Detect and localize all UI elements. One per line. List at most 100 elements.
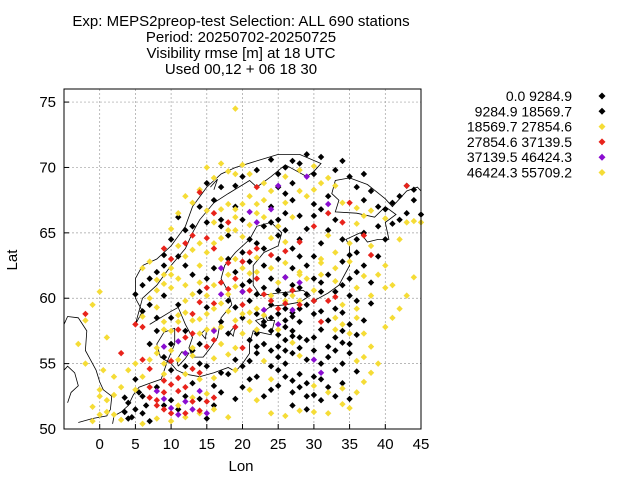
data-point (182, 370, 189, 378)
data-point (275, 170, 282, 178)
data-point (182, 363, 189, 370)
data-point (146, 365, 153, 373)
data-point (267, 275, 275, 282)
data-point (96, 411, 103, 418)
data-point (346, 321, 353, 328)
data-point (225, 285, 232, 293)
data-point (324, 271, 332, 278)
data-point (353, 249, 360, 256)
data-point (360, 170, 368, 178)
data-point (146, 356, 153, 363)
data-point (289, 196, 296, 204)
data-point (239, 383, 246, 391)
data-point (367, 369, 375, 376)
data-point (217, 206, 225, 213)
data-point (96, 288, 103, 295)
data-point (282, 173, 289, 180)
data-point (196, 203, 203, 210)
data-point (289, 292, 296, 299)
y-tick-label: 50 (39, 421, 56, 438)
data-point (121, 408, 128, 416)
data-point (246, 357, 253, 365)
data-point (196, 262, 203, 269)
data-point (317, 288, 325, 295)
data-point (332, 288, 339, 295)
data-point (389, 281, 396, 289)
data-point (303, 301, 310, 308)
data-point (103, 408, 111, 416)
data-point (353, 297, 360, 305)
data-point (260, 245, 268, 252)
data-point (253, 310, 260, 318)
data-point (253, 268, 260, 276)
data-point (239, 310, 246, 318)
data-point (142, 402, 150, 409)
data-point (203, 164, 210, 171)
data-point (360, 262, 368, 269)
data-point (339, 219, 346, 226)
data-point (196, 387, 203, 395)
data-point (167, 404, 175, 412)
data-point (189, 406, 196, 413)
data-point (203, 179, 210, 187)
data-point (289, 313, 296, 320)
data-point (167, 284, 175, 291)
data-point (167, 271, 175, 278)
data-point (175, 356, 182, 363)
data-point (310, 200, 318, 208)
data-point (210, 336, 218, 344)
data-point (253, 397, 260, 404)
data-point (317, 376, 325, 383)
data-point (239, 301, 246, 308)
data-point (196, 395, 203, 403)
data-point (275, 182, 282, 189)
data-point (139, 420, 146, 427)
data-point (339, 281, 346, 289)
data-point (182, 240, 189, 247)
data-point (267, 219, 275, 226)
data-point (232, 344, 239, 352)
coastline-segment (135, 154, 322, 325)
data-point (296, 334, 303, 341)
data-point (182, 414, 189, 421)
data-point (267, 314, 275, 322)
y-tick-label: 60 (39, 290, 56, 307)
data-point (225, 414, 232, 421)
data-point (253, 330, 260, 337)
data-point (167, 264, 175, 272)
data-point (317, 240, 325, 247)
data-point (196, 360, 203, 367)
y-axis-label: Lat (4, 249, 21, 271)
data-point (160, 326, 168, 333)
data-point (267, 297, 275, 305)
data-point (160, 343, 168, 350)
data-point (175, 387, 182, 395)
data-point (246, 170, 253, 178)
data-point (339, 301, 346, 308)
data-point (189, 310, 196, 318)
data-point (346, 395, 353, 403)
data-point (267, 410, 275, 417)
data-point (175, 411, 182, 418)
data-point (253, 305, 260, 312)
data-point (253, 240, 260, 247)
data-point (296, 160, 303, 167)
data-point (317, 271, 325, 278)
data-point (246, 236, 253, 243)
data-point (210, 382, 218, 390)
data-point (410, 196, 418, 204)
data-point (217, 291, 225, 298)
data-point (196, 340, 203, 348)
data-point (289, 332, 296, 340)
data-point (210, 300, 218, 307)
data-point (239, 330, 246, 337)
data-point (260, 318, 268, 325)
data-point (339, 380, 346, 387)
data-point (225, 227, 232, 234)
data-point (232, 268, 239, 276)
data-point (103, 397, 111, 404)
data-point (225, 219, 232, 226)
data-point (403, 219, 410, 226)
data-point (267, 206, 275, 213)
data-point (282, 300, 289, 307)
